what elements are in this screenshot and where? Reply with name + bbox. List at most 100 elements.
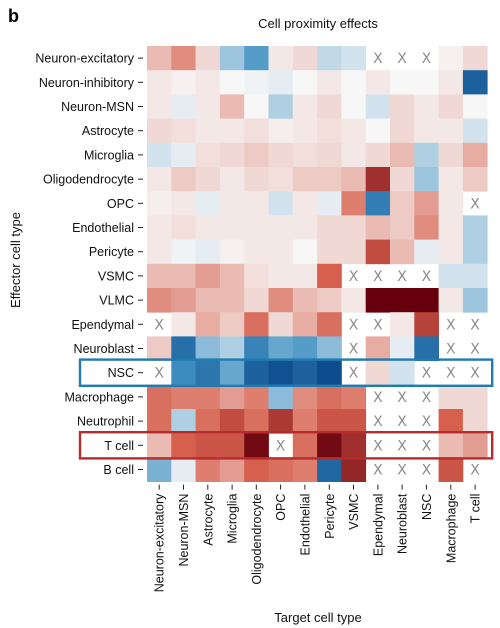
heatmap-cell [147,288,172,313]
missing-cell-marker: X [470,342,480,358]
heatmap-cell [365,239,391,265]
heatmap-cell [292,384,318,410]
missing-cell-marker: X [397,414,407,430]
heatmap-cell [390,94,415,119]
heatmap-cell [195,409,221,434]
row-label: Neuron-inhibitory [39,76,135,90]
missing-cell-marker: X [446,366,456,382]
heatmap-cell [147,336,172,361]
heatmap-cell [268,312,294,337]
heatmap-cell [390,336,415,361]
heatmap-cell [219,336,245,361]
heatmap-cell [292,360,318,386]
heatmap-cell [219,263,245,289]
heatmap-cell [268,263,294,289]
chart-title: Cell proximity effects [258,16,378,31]
heatmap-cell [219,384,245,410]
heatmap-cell [195,191,221,216]
heatmap-cell [292,409,318,434]
heatmap-cell [171,457,196,482]
heatmap-cell [317,46,342,71]
heatmap-cell [147,191,172,216]
row-label: OPC [107,197,134,211]
heatmap-cell [317,457,342,482]
heatmap-cell [147,118,172,144]
missing-cell-marker: X [446,317,456,333]
heatmap-cell [147,384,172,410]
column-label: Neuron-MSN [177,494,191,567]
missing-cell-marker: X [373,317,383,333]
heatmap-cell [292,142,318,168]
heatmap-cell [341,239,367,265]
heatmap-cell [195,288,221,313]
heatmap-cell [171,288,196,313]
heatmap-cell [171,142,196,168]
row-label: Neuron-MSN [61,100,134,114]
heatmap-cell [268,215,294,240]
missing-cell-marker: X [422,390,432,406]
missing-cell-marker: X [154,317,164,333]
heatmap-cell [462,118,488,144]
heatmap-cell [219,70,245,95]
heatmap-cell [414,312,439,337]
heatmap-cell [317,118,342,144]
heatmap-cell [195,457,221,482]
missing-cell-marker: X [349,269,359,285]
heatmap-cell [438,433,464,458]
heatmap-cell [317,433,342,458]
heatmap-cell [244,336,269,361]
heatmap-cell [414,215,439,240]
heatmap-cell [195,384,221,410]
heatmap-cell [147,457,172,482]
heatmap-cell [171,409,196,434]
heatmap-cell [414,142,439,168]
heatmap-cell [244,142,269,168]
heatmap-cell [195,336,221,361]
missing-cell-marker: X [470,317,480,333]
heatmap-cell [438,118,464,144]
heatmap-cell [268,239,294,265]
heatmap-cell [414,191,439,216]
heatmap-cell [147,70,172,95]
missing-cell-marker: X [276,438,286,454]
heatmap-cell [292,94,318,119]
heatmap-cell [414,118,439,144]
column-label: VSMC [347,494,361,530]
heatmap-cell [171,336,196,361]
missing-cell-marker: X [422,269,432,285]
heatmap-cell [244,288,269,313]
heatmap-cell [365,94,391,119]
missing-cell-marker: X [373,414,383,430]
row-label: Neutrophil [77,415,134,429]
heatmap-cell [268,46,294,71]
column-label: Neuroblast [396,493,410,554]
heatmap-cell [317,312,342,337]
heatmap-cell [462,70,488,95]
row-label: Neuroblast [74,342,135,356]
heatmap-cell [341,191,367,216]
heatmap-cell [244,384,269,410]
heatmap-cell [292,191,318,216]
missing-cell-marker: X [422,51,432,67]
heatmap-cell [244,94,269,119]
heatmap-cell [292,239,318,265]
heatmap-cell [219,167,245,192]
heatmap-cell [317,142,342,168]
heatmap-cell [317,191,342,216]
heatmap-cell [171,70,196,95]
heatmap-cell [219,215,245,240]
heatmap-cell [147,167,172,192]
heatmap-cell [341,215,367,240]
heatmap-cell [390,118,415,144]
heatmap-cell [171,312,196,337]
heatmap-cell [244,457,269,482]
missing-cell-marker: X [397,390,407,406]
heatmap-cell [268,191,294,216]
heatmap-cell [438,70,464,95]
heatmap-cell [390,312,415,337]
heatmap-cell [268,70,294,95]
missing-cell-marker: X [373,269,383,285]
heatmap-cell [462,142,488,168]
heatmap-cell [171,167,196,192]
heatmap-cell [317,239,342,265]
